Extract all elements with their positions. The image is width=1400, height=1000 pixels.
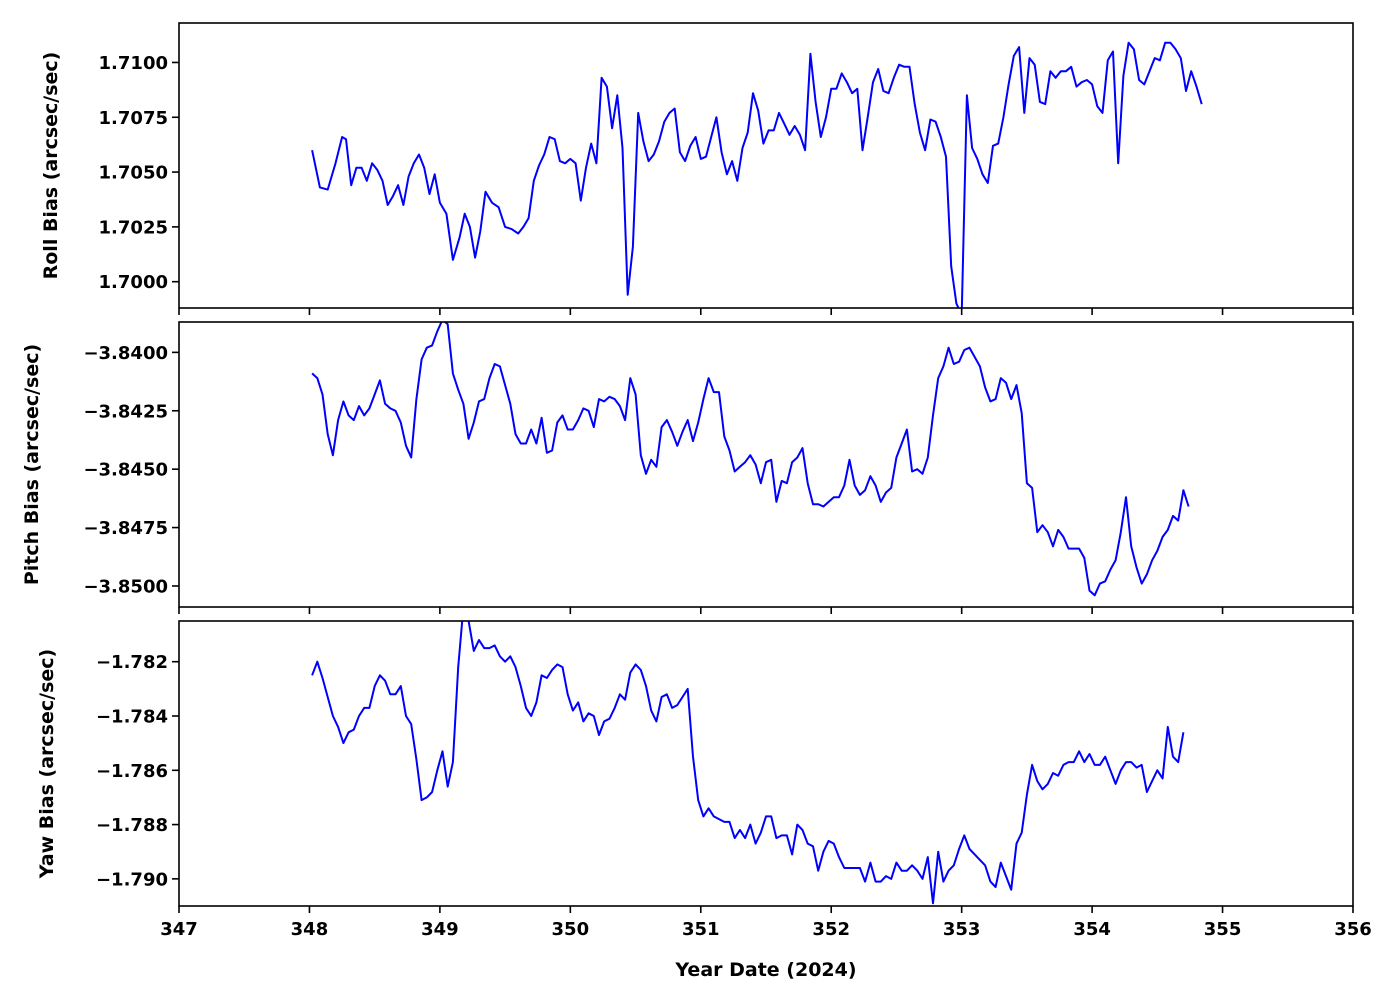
yaw-y-tick-label: −1.790 <box>96 869 168 890</box>
roll-series-line <box>311 41 1203 308</box>
roll-plot-frame <box>178 22 1354 309</box>
pitch-y-tick-label: −3.8450 <box>83 460 168 481</box>
pitch-y-tick-label: −3.8400 <box>83 343 168 364</box>
yaw-y-tick-label: −1.786 <box>96 761 168 782</box>
x-tick-label: 354 <box>1073 919 1111 940</box>
yaw-plot-frame <box>178 620 1354 907</box>
x-tick-label: 353 <box>943 919 981 940</box>
yaw-panel: −1.782 −1.784 −1.786 −1.788 −1.790 347 348 349 3… <box>36 620 1372 940</box>
roll-y-tick-label: 1.7000 <box>99 272 168 293</box>
x-axis-label: Year Date (2024) <box>674 959 856 981</box>
pitch-series-line <box>311 322 1190 597</box>
roll-y-tick-label: 1.7050 <box>99 163 168 184</box>
roll-y-axis-label: Roll Bias (arcsec/sec) <box>40 52 62 280</box>
yaw-y-tick-label: −1.788 <box>96 815 168 836</box>
yaw-y-axis-label: Yaw Bias (arcsec/sec) <box>36 649 58 879</box>
x-tick-label: 352 <box>812 919 850 940</box>
pitch-y-tick-label: −3.8475 <box>83 518 168 539</box>
roll-y-tick-label: 1.7100 <box>99 53 168 74</box>
roll-y-tick-label: 1.7075 <box>99 108 168 129</box>
x-tick-label: 349 <box>421 919 459 940</box>
x-tick-label: 355 <box>1204 919 1242 940</box>
x-tick-label: 356 <box>1334 919 1372 940</box>
x-tick-label: 347 <box>160 919 198 940</box>
pitch-plot-frame <box>178 321 1354 608</box>
yaw-y-tick-label: −1.782 <box>96 652 168 673</box>
yaw-y-tick-label: −1.784 <box>96 707 168 728</box>
roll-panel: 1.7000 1.7025 1.7050 1.7075 1.7100 Roll Bias … <box>40 22 1354 315</box>
pitch-y-tick-label: −3.8500 <box>83 576 168 597</box>
pitch-y-axis-label: Pitch Bias (arcsec/sec) <box>21 344 43 585</box>
x-tick-label: 350 <box>552 919 590 940</box>
x-tick-label: 348 <box>291 919 329 940</box>
roll-y-tick-label: 1.7025 <box>99 217 168 238</box>
pitch-y-tick-label: −3.8425 <box>83 401 168 422</box>
x-tick-label: 351 <box>682 919 720 940</box>
yaw-series-line <box>311 621 1185 905</box>
pitch-panel: −3.8400 −3.8425 −3.8450 −3.8475 −3.8500 Pitch… <box>21 321 1354 614</box>
